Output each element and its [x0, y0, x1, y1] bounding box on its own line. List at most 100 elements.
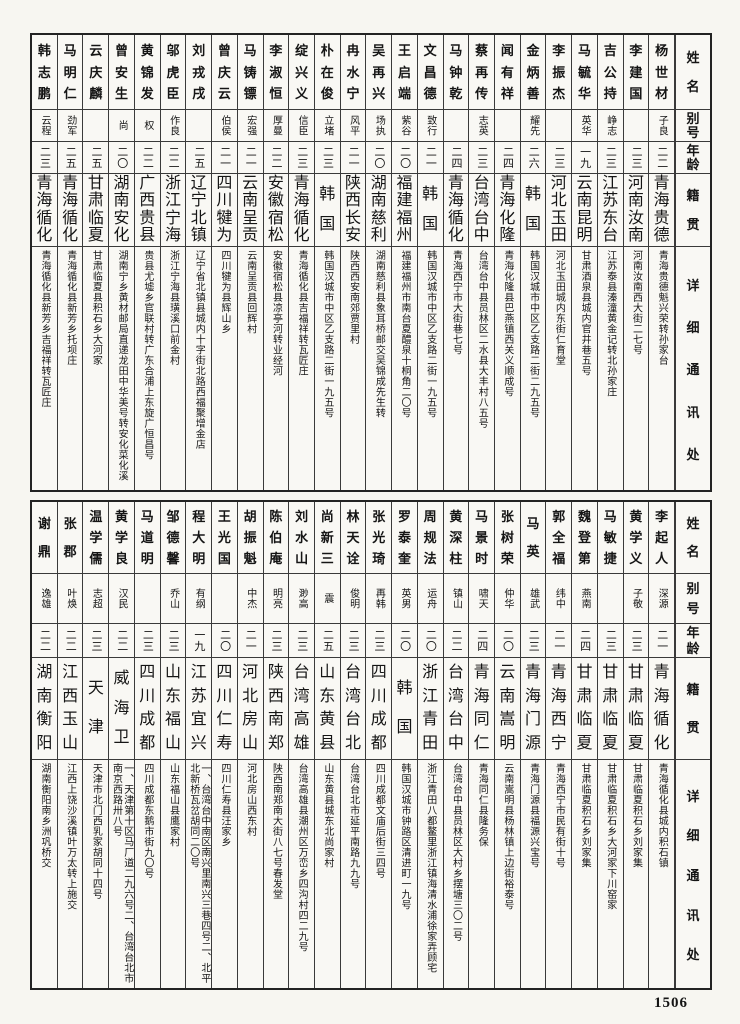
alias-cell: 立堵 [314, 110, 340, 142]
address-cell-text: 山东黄县城东北尚家村 [321, 763, 333, 868]
age-cell-text: 二〇 [372, 146, 385, 169]
origin-cell: 云南呈贡 [237, 174, 263, 247]
person-column: 谢鼎逸雄 二二湖南衡阳湖南衡阳南乡洲巩桥交 [32, 502, 58, 988]
header-column: 姓名别号年龄籍贯详细通讯处 [675, 502, 710, 988]
address-cell: 青海循化县新芳乡托坝庄 [58, 247, 83, 490]
age-cell: 二三 [32, 142, 57, 174]
address-cell-text: 甘肃临夏积石乡刘家集 [579, 763, 591, 868]
origin-cell: 安徽宿松 [263, 174, 289, 247]
alias-cell: 厚曼 [263, 110, 289, 142]
age-cell-text: 二五 [192, 146, 205, 169]
age-cell: 二二 [443, 624, 469, 658]
address-cell: 陕西南郑南大街八七号春发堂 [264, 760, 289, 988]
alias-cell: 云程 [32, 110, 57, 142]
alias-cell: 场执 [366, 110, 392, 142]
origin-cell: 河北房山 [237, 658, 263, 760]
origin-cell: 陕西长安 [340, 174, 366, 247]
origin-cell: 韩国 [417, 174, 443, 247]
alias-cell-text: 志超 [90, 588, 102, 609]
alias-cell: 信臣 [289, 110, 314, 142]
alias-cell: 仲华 [494, 574, 520, 624]
name-cell: 冉水宁 [340, 35, 366, 110]
alias-cell: 震 [314, 574, 340, 624]
origin-cell: 河北玉田 [546, 174, 572, 247]
alias-cell-text: 中杰 [244, 588, 256, 609]
person-column: 马道明二三四川成都四川成都东鹅市街九〇号 [134, 502, 161, 988]
address-cell: 安徽宿松县凉亭河转业经河 [264, 247, 289, 490]
alias-cell: 乔山 [160, 574, 186, 624]
address-cell: 湖南衡阳南乡洲巩桥交 [32, 760, 57, 988]
address-cell: 韩国汉城市钟路区清进町一九号 [392, 760, 417, 988]
age-cell: 二五 [314, 624, 340, 658]
alias-cell [443, 110, 469, 142]
person-column: 罗泰奎英男 二〇韩国韩国汉城市钟路区清进町一九号 [392, 502, 418, 988]
alias-cell: 燕南 [572, 574, 597, 624]
alias-cell: 啸天 [469, 574, 494, 624]
alias-cell: 渺高 [289, 574, 314, 624]
address-cell-text: 福建福州市南台夏醴泉十桐角二〇号 [399, 250, 411, 418]
person-column: 马铸镖宏强 二一云南呈贡云南呈贡县回辉村 [237, 35, 264, 490]
person-column: 温学儒志超 二三天津天津市北门西乳家胡同十四号 [83, 502, 110, 988]
header-alias-cell: 别号 [676, 574, 710, 624]
alias-cell-text: 再韩 [373, 588, 385, 609]
age-cell-text: 二二 [270, 146, 283, 169]
header-name-cell: 姓名 [676, 502, 710, 574]
address-cell: 甘肃临夏县积石乡大河家 [83, 247, 108, 490]
age-cell: 二二 [57, 624, 83, 658]
address-cell-text: 台湾高雄县潮州区万峦乡四沟村四二九号 [296, 763, 308, 952]
person-column: 马敏捷二三甘肃临夏甘肃临夏积石乡大河家下川窑家 [597, 502, 624, 988]
age-cell-text: 二三 [89, 629, 102, 652]
address-cell-text: 江西上饶沙溪镇叶万太转上施交 [64, 763, 76, 910]
alias-cell-text: 明亮 [270, 588, 282, 609]
alias-cell: 劲军 [57, 110, 83, 142]
origin-cell: 青海同仁 [469, 658, 494, 760]
name-cell: 周规法 [417, 502, 443, 574]
age-cell-text: 二三 [270, 629, 283, 652]
person-column: 金炳善耀先 二六韩国韩国汉城市中区乙支路二街二九五号 [520, 35, 547, 490]
name-cell: 杨世材 [649, 35, 674, 110]
address-cell-text: 湖南宁乡黄材邮局直递龙田中华美号转安化菜化溪 [116, 250, 128, 481]
address-cell-text: 云南嵩明县杨林镇上边街裕泰号 [501, 763, 513, 910]
address-cell-text: 浙江宁海县璜溪口前金村 [167, 250, 179, 366]
age-cell-text: 二一 [347, 146, 360, 169]
origin-cell: 青海循化 [32, 174, 57, 247]
alias-cell-text: 致行 [424, 115, 436, 136]
person-column: 黄深柱镇山 二二台湾台中台湾台中县员林区大村乡摆塘三〇二号 [443, 502, 470, 988]
origin-cell: 浙江宁海 [160, 174, 186, 247]
name-cell: 云庆麟 [83, 35, 109, 110]
address-cell: 韩国汉城市中区乙支路二街一九五号 [418, 247, 443, 490]
address-cell-text: 四川成都文庙后街三四号 [373, 763, 385, 879]
name-cell: 黄学良 [109, 502, 134, 574]
age-cell: 二三 [340, 624, 366, 658]
address-cell-text: 台湾台中县员林区二水县大丰村八五号 [476, 250, 488, 429]
origin-cell: 云南昆明 [572, 174, 597, 247]
person-column: 张光琦再韩 二三四川成都四川成都文庙后街三四号 [366, 502, 393, 988]
address-cell-text: 青海循化县城内积石镇 [656, 763, 668, 868]
person-column: 胡振魁中杰 二一河北房山河北房山西东村 [237, 502, 264, 988]
age-cell-text: 二一 [244, 146, 257, 169]
person-column: 魏登第燕南 二四甘肃临夏甘肃临夏积石乡刘家集 [572, 502, 598, 988]
origin-cell: 山东福山 [160, 658, 186, 760]
address-cell: 浙江青田八都鳌里浙江镇海清水浦徐家弄顾宅 [418, 760, 443, 988]
origin-cell: 台湾台北 [340, 658, 366, 760]
origin-cell: 甘肃临夏 [623, 658, 649, 760]
age-cell: 二三 [289, 624, 314, 658]
address-cell: 浙江宁海县璜溪口前金村 [161, 247, 186, 490]
age-cell: 二三 [160, 624, 186, 658]
age-cell-text: 二三 [604, 146, 617, 169]
address-cell-text: 韩国汉城市中区乙支路二街二九五号 [527, 250, 539, 418]
alias-cell [494, 110, 520, 142]
age-cell: 二六 [520, 142, 546, 174]
address-cell-text: 青海循化县吉福祥转瓦匠庄 [296, 250, 308, 376]
name-cell: 黄深柱 [443, 502, 469, 574]
age-cell-text: 二一 [244, 629, 257, 652]
name-cell: 谢鼎 [32, 502, 57, 574]
alias-cell: 伯侯 [212, 110, 237, 142]
name-cell: 曾安生 [109, 35, 134, 110]
person-column: 朴在俊立堵 二三韩国韩国汉城市中区乙支路二街一九五号 [314, 35, 341, 490]
alias-cell: 致行 [417, 110, 443, 142]
address-cell: 青海化隆县巴燕镇西关义顺成号 [495, 247, 520, 490]
age-cell-text: 二四 [578, 629, 591, 652]
origin-cell: 青海循化 [289, 174, 314, 247]
address-cell: 湖南宁乡黄材邮局直递龙田中华美号转安化菜化溪 [109, 247, 134, 490]
